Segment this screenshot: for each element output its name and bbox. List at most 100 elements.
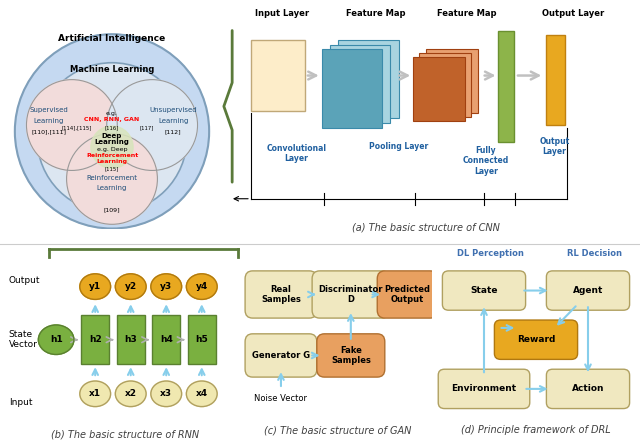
Text: y3: y3	[160, 282, 172, 291]
Text: Learning: Learning	[97, 160, 127, 164]
Text: (b) The basic structure of RNN: (b) The basic structure of RNN	[51, 429, 199, 439]
Text: x4: x4	[196, 389, 208, 398]
Text: Supervised: Supervised	[29, 107, 68, 113]
Text: x3: x3	[160, 389, 172, 398]
Text: y4: y4	[196, 282, 208, 291]
Text: h4: h4	[160, 335, 173, 344]
Circle shape	[80, 381, 111, 407]
Text: Input: Input	[9, 398, 32, 407]
Text: Learning: Learning	[97, 186, 127, 191]
Circle shape	[107, 80, 198, 170]
Text: Real
Samples: Real Samples	[261, 285, 301, 304]
FancyBboxPatch shape	[547, 369, 630, 409]
Text: h5: h5	[195, 335, 208, 344]
Text: e.g.: e.g.	[106, 111, 118, 116]
Text: Predicted
Output: Predicted Output	[385, 285, 431, 304]
Text: [115]: [115]	[105, 166, 119, 171]
Text: (d) Principle framework of DRL: (d) Principle framework of DRL	[461, 425, 611, 435]
Text: Learning: Learning	[95, 139, 129, 145]
Circle shape	[115, 381, 146, 407]
Text: [116]: [116]	[105, 126, 119, 131]
FancyBboxPatch shape	[442, 271, 525, 310]
Circle shape	[38, 325, 74, 354]
Text: Fully
Connected
Layer: Fully Connected Layer	[463, 146, 509, 176]
Text: Pooling Layer: Pooling Layer	[369, 142, 428, 151]
Circle shape	[91, 126, 133, 169]
FancyBboxPatch shape	[251, 40, 305, 111]
FancyBboxPatch shape	[499, 30, 514, 142]
Text: Fake
Samples: Fake Samples	[331, 346, 371, 365]
FancyBboxPatch shape	[419, 53, 471, 117]
Circle shape	[15, 34, 209, 228]
Text: y1: y1	[89, 282, 101, 291]
Text: Reinforcement: Reinforcement	[86, 153, 138, 158]
Text: Output: Output	[9, 276, 40, 285]
Text: h2: h2	[89, 335, 102, 344]
FancyBboxPatch shape	[317, 334, 385, 377]
FancyBboxPatch shape	[152, 315, 180, 364]
FancyBboxPatch shape	[426, 50, 477, 114]
Text: State: State	[470, 286, 498, 295]
Circle shape	[186, 381, 217, 407]
Circle shape	[115, 274, 146, 299]
Text: e.g. Deep: e.g. Deep	[97, 147, 127, 152]
Text: (c) The basic structure of GAN: (c) The basic structure of GAN	[264, 425, 412, 435]
FancyBboxPatch shape	[322, 50, 382, 128]
Text: Reinforcement: Reinforcement	[86, 175, 138, 181]
Circle shape	[151, 381, 182, 407]
Text: Generator G: Generator G	[252, 351, 310, 360]
Text: (a) The basic structure of CNN: (a) The basic structure of CNN	[351, 222, 500, 232]
FancyBboxPatch shape	[330, 45, 390, 123]
Text: Convolutional
Layer: Convolutional Layer	[267, 144, 326, 164]
Text: y2: y2	[125, 282, 137, 291]
Text: [117]: [117]	[140, 126, 154, 131]
Text: Agent: Agent	[573, 286, 603, 295]
FancyBboxPatch shape	[339, 40, 399, 118]
Text: [112]: [112]	[165, 129, 182, 134]
FancyBboxPatch shape	[312, 271, 390, 318]
Text: Unsupervised: Unsupervised	[149, 107, 197, 113]
Text: State
Vector: State Vector	[9, 330, 38, 350]
Text: Action: Action	[572, 384, 604, 393]
FancyBboxPatch shape	[377, 271, 438, 318]
FancyBboxPatch shape	[188, 315, 216, 364]
Text: h3: h3	[124, 335, 137, 344]
Circle shape	[151, 274, 182, 299]
Text: Output Layer: Output Layer	[542, 9, 604, 18]
Text: Output
Layer: Output Layer	[540, 137, 570, 156]
FancyBboxPatch shape	[81, 315, 109, 364]
FancyBboxPatch shape	[438, 369, 530, 409]
FancyBboxPatch shape	[413, 57, 465, 121]
Text: x1: x1	[89, 389, 101, 398]
Text: Deep: Deep	[102, 133, 122, 139]
Text: Feature Map: Feature Map	[438, 9, 497, 18]
Text: [109]: [109]	[104, 207, 120, 212]
Circle shape	[186, 274, 217, 299]
Text: Learning: Learning	[33, 118, 64, 124]
Circle shape	[26, 80, 117, 170]
FancyBboxPatch shape	[547, 271, 630, 310]
Text: Input Layer: Input Layer	[255, 9, 309, 18]
Circle shape	[37, 63, 187, 213]
Text: Reward: Reward	[517, 335, 555, 344]
Text: Noise Vector: Noise Vector	[255, 394, 307, 403]
FancyBboxPatch shape	[245, 334, 317, 377]
Text: CNN, RNN, GAN: CNN, RNN, GAN	[84, 117, 140, 122]
Text: DL Perception: DL Perception	[457, 249, 524, 257]
Text: [110],[111]: [110],[111]	[31, 129, 66, 134]
Text: Machine Learning: Machine Learning	[70, 64, 154, 74]
Circle shape	[80, 274, 111, 299]
FancyBboxPatch shape	[116, 315, 145, 364]
Text: Learning: Learning	[158, 118, 188, 124]
Text: RL Decision: RL Decision	[567, 249, 621, 257]
FancyBboxPatch shape	[494, 320, 578, 359]
Text: Discriminator
D: Discriminator D	[319, 285, 383, 304]
Text: Artificial Intelligence: Artificial Intelligence	[58, 34, 166, 43]
Text: h1: h1	[50, 335, 63, 344]
Text: [114],[115]: [114],[115]	[62, 126, 92, 131]
FancyBboxPatch shape	[547, 35, 565, 125]
Text: Feature Map: Feature Map	[346, 9, 405, 18]
FancyBboxPatch shape	[245, 271, 317, 318]
Text: x2: x2	[125, 389, 137, 398]
Circle shape	[67, 134, 157, 224]
